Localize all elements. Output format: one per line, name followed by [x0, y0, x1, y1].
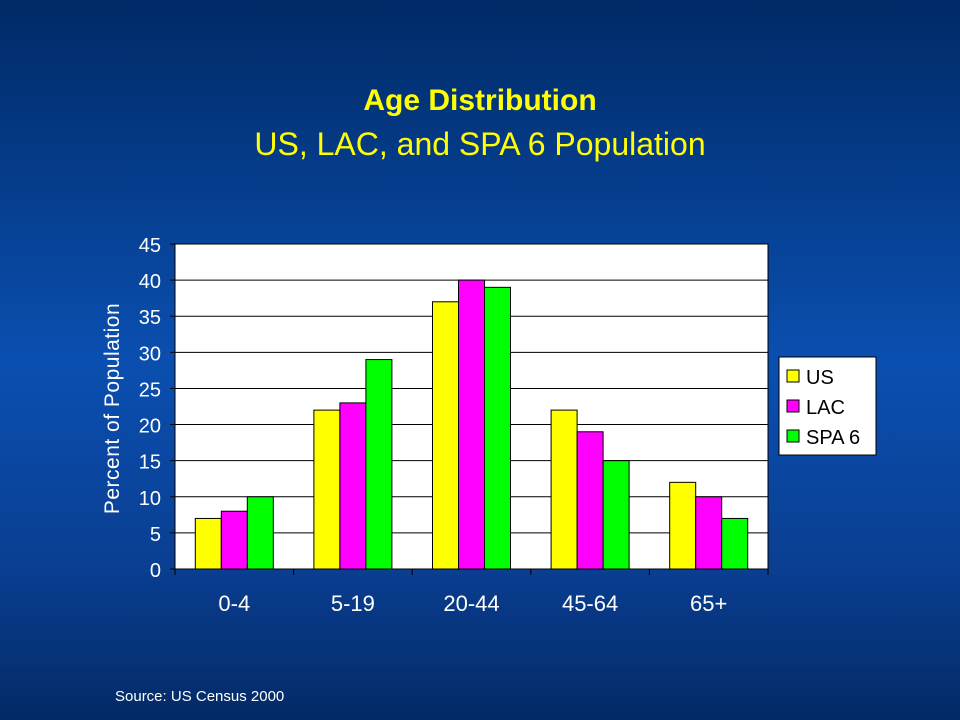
y-tick-label: 20	[139, 416, 161, 438]
legend-label: US	[806, 367, 834, 389]
y-tick-label: 40	[139, 271, 161, 293]
bar-spa-6	[602, 460, 630, 570]
bar-us	[313, 409, 341, 570]
bar-us	[194, 517, 222, 570]
bar-us	[669, 481, 697, 570]
slide-title: Age Distribution	[363, 84, 597, 117]
source-note: Source: US Census 2000	[115, 688, 285, 705]
y-tick-label: 15	[139, 452, 161, 474]
bar-spa-6	[484, 286, 511, 570]
bar-spa-6	[246, 496, 274, 570]
y-tick-label: 30	[139, 343, 161, 365]
bar-lac	[220, 510, 248, 570]
slide-subtitle: US, LAC, and SPA 6 Population	[254, 126, 706, 162]
x-tick-label: 0-4	[218, 591, 250, 616]
y-tick-label: 45	[139, 235, 161, 257]
bar-spa-6	[365, 359, 393, 570]
legend-label: SPA 6	[806, 427, 860, 449]
y-tick-label: 25	[139, 379, 161, 401]
legend-swatch-lac	[786, 399, 800, 413]
y-axis-label: Percent of Population	[101, 303, 124, 514]
legend-swatch-us	[786, 369, 800, 383]
bar-us	[550, 409, 578, 570]
bar-spa-6	[721, 517, 749, 570]
y-tick-label: 0	[150, 560, 161, 582]
x-tick-label: 45-64	[562, 591, 618, 616]
y-tick-label: 10	[139, 488, 161, 510]
legend-swatch-spa-6	[786, 429, 800, 443]
legend-label: LAC	[806, 397, 845, 419]
y-tick-label: 35	[139, 307, 161, 329]
x-tick-label: 65+	[690, 591, 727, 616]
bar-lac	[458, 279, 485, 570]
bar-lac	[339, 402, 367, 570]
x-tick-label: 5-19	[331, 591, 375, 616]
x-tick-label: 20-44	[443, 591, 499, 616]
bar-us	[432, 301, 459, 570]
bar-lac	[576, 431, 604, 570]
y-tick-label: 5	[150, 524, 161, 546]
bar-lac	[695, 496, 723, 570]
